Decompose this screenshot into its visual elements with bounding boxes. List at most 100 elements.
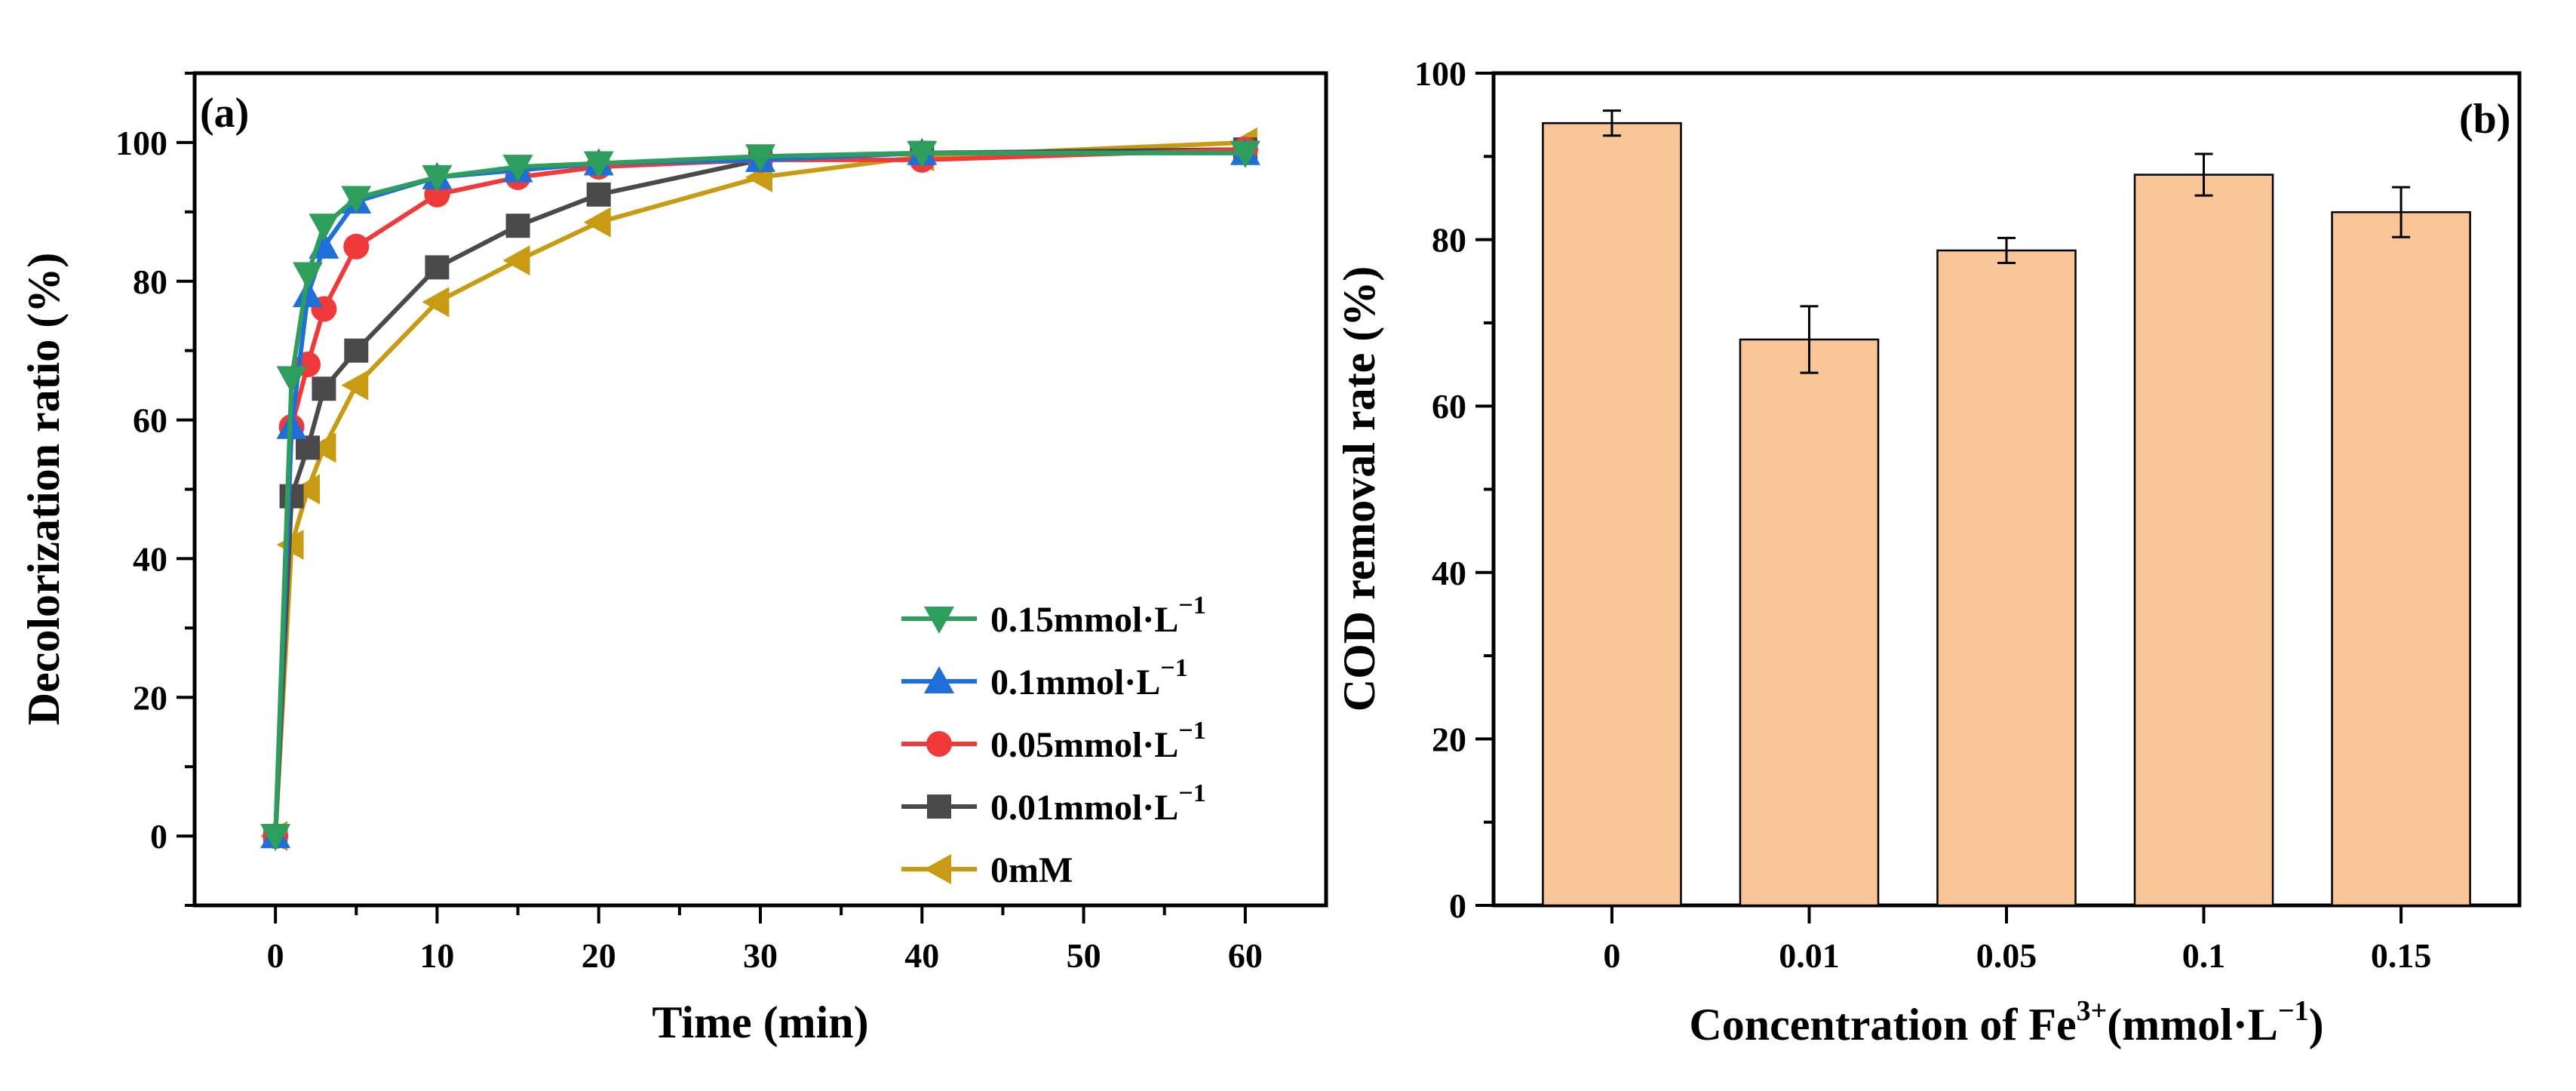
data-point	[745, 144, 775, 172]
panel-a-x-tick-label: 20	[582, 936, 616, 975]
panel-b-x-tick-label: 0	[1603, 936, 1620, 975]
data-point	[309, 432, 336, 463]
legend-swatch-marker	[927, 794, 951, 819]
legend-entry: 0.01mmol·L−1	[901, 779, 1206, 828]
panel-b-y-tick-label: 0	[1449, 887, 1466, 925]
data-point	[586, 182, 611, 207]
bar-group-0-1	[2133, 152, 2274, 907]
bar-group-0-01	[1739, 305, 1880, 907]
panel-a-x-tick-label: 0	[267, 936, 284, 975]
panel-a-x-tick-label: 50	[1067, 936, 1101, 975]
panel-a-y-tick-label: 40	[133, 539, 167, 578]
panel-b-y-tick-label: 40	[1432, 554, 1466, 592]
data-point	[343, 233, 370, 260]
panel-b-y-tick-label: 80	[1432, 221, 1466, 260]
panel-b-label: (b)	[2459, 96, 2510, 143]
legend-label-main: 0.15mmol·L	[990, 600, 1178, 640]
bar	[1542, 121, 1682, 907]
legend-label-sup: −1	[1178, 717, 1205, 745]
panel-b-x-title-main: Concentration of Fe	[1689, 1000, 2076, 1050]
data-point	[276, 366, 307, 394]
data-point	[907, 140, 938, 168]
data-point	[425, 255, 450, 280]
panel-a-x-tick-label: 40	[904, 936, 939, 975]
legend-label-sup: −1	[1178, 592, 1205, 619]
legend-swatch-marker	[924, 854, 951, 884]
data-point	[344, 338, 369, 363]
legend-swatch-marker	[926, 731, 952, 757]
data-point	[312, 376, 336, 401]
panel-b-x-title-sup: 3+	[2077, 995, 2108, 1027]
panel-a-y-tick-label: 20	[133, 678, 167, 717]
panel-b-x-title-end: )	[2309, 1000, 2324, 1050]
panel-b-x-tick-label: 0.1	[2182, 936, 2226, 975]
panel-a-x-tick-label: 30	[743, 936, 778, 975]
panel-b-y-tick-label: 60	[1432, 387, 1466, 426]
panel-a-y-tick-label: 100	[115, 124, 167, 162]
legend-label-sup: −1	[1178, 779, 1205, 807]
panel-b-x-tick-label: 0.01	[1779, 936, 1840, 975]
legend-swatch-marker	[924, 607, 954, 634]
data-point	[341, 370, 369, 401]
bar-group-0-05	[1936, 236, 2077, 907]
legend-entry: 0.05mmol·L−1	[901, 717, 1206, 765]
data-point	[505, 214, 530, 238]
panel-a-y-tick-label: 0	[150, 817, 167, 856]
data-point	[502, 155, 533, 183]
panel-a-x-tick-label: 10	[419, 936, 454, 975]
bar-group-0-15	[2331, 186, 2471, 907]
panel-b-bar-chart: 0 0.01 0.05 0.1 0.15 0 20 40 60 80 100 (b) Concent…	[1334, 54, 2522, 1050]
panel-a-x-axis-title: Time (min)	[652, 997, 868, 1047]
legend-label: 0.1mmol·L−1	[990, 654, 1188, 702]
data-point	[293, 474, 320, 505]
panel-b-bars	[1542, 109, 2471, 907]
legend-swatch-marker	[924, 666, 954, 693]
data-point	[583, 207, 611, 238]
panel-b-x-title-tail: (mmol·L	[2107, 1000, 2278, 1050]
panel-b-x-tick-label: 0.05	[1976, 936, 2037, 975]
panel-a-y-axis-title: Decolorization ratio (%)	[19, 253, 69, 725]
legend-label: 0mM	[990, 850, 1073, 890]
panel-a-legend: 0.15mmol·L−10.1mmol·L−10.05mmol·L−10.01m…	[901, 592, 1206, 890]
bar-group-0	[1542, 109, 1682, 907]
panel-a-x-tick-label: 60	[1228, 936, 1263, 975]
legend-label: 0.01mmol·L−1	[990, 779, 1206, 828]
data-point	[422, 164, 453, 192]
data-point	[502, 245, 530, 276]
panel-b-x-axis-title: Concentration of Fe3+(mmol·L−1)	[1689, 995, 2323, 1050]
legend-label-sup: −1	[1160, 654, 1187, 682]
legend-label-main: 0mM	[990, 850, 1073, 890]
data-point	[341, 186, 372, 214]
panel-b-ticks: 0 0.01 0.05 0.1 0.15 0 20 40 60 80 100	[1414, 54, 2431, 975]
panel-b-y-tick-label: 100	[1414, 54, 1466, 93]
legend-entry: 0.1mmol·L−1	[901, 654, 1188, 702]
legend-label-main: 0.1mmol·L	[990, 662, 1160, 702]
data-point	[422, 287, 450, 318]
data-point	[279, 484, 304, 509]
panel-b-x-tick-label: 0.15	[2371, 936, 2432, 975]
panel-b-y-axis-title: COD removal rate (%)	[1334, 266, 1384, 711]
panel-a-y-tick-label: 80	[133, 263, 167, 301]
data-point	[309, 214, 339, 241]
legend-label-main: 0.01mmol·L	[990, 788, 1178, 828]
bar	[1739, 338, 1880, 907]
data-point	[293, 280, 323, 308]
legend-label-main: 0.05mmol·L	[990, 725, 1178, 765]
legend-label: 0.15mmol·L−1	[990, 592, 1206, 640]
panel-b-x-title-tail-sup: −1	[2278, 995, 2309, 1027]
legend-label: 0.05mmol·L−1	[990, 717, 1206, 765]
legend-entry: 0.15mmol·L−1	[901, 592, 1206, 640]
legend-entry: 0mM	[901, 850, 1073, 890]
bar	[1936, 249, 2077, 907]
series-0-15mmol-l	[260, 140, 1260, 852]
panel-a-series	[260, 127, 1260, 852]
panel-a-y-tick-label: 60	[133, 401, 167, 440]
panel-a-label: (a)	[200, 90, 249, 137]
data-point	[296, 435, 320, 460]
panel-a-ticks: 0 10 20 30 40 50 60 0 20 40 60 80 100	[115, 72, 1263, 975]
data-point	[1230, 140, 1260, 168]
bar	[2133, 174, 2274, 907]
data-point	[260, 824, 291, 852]
